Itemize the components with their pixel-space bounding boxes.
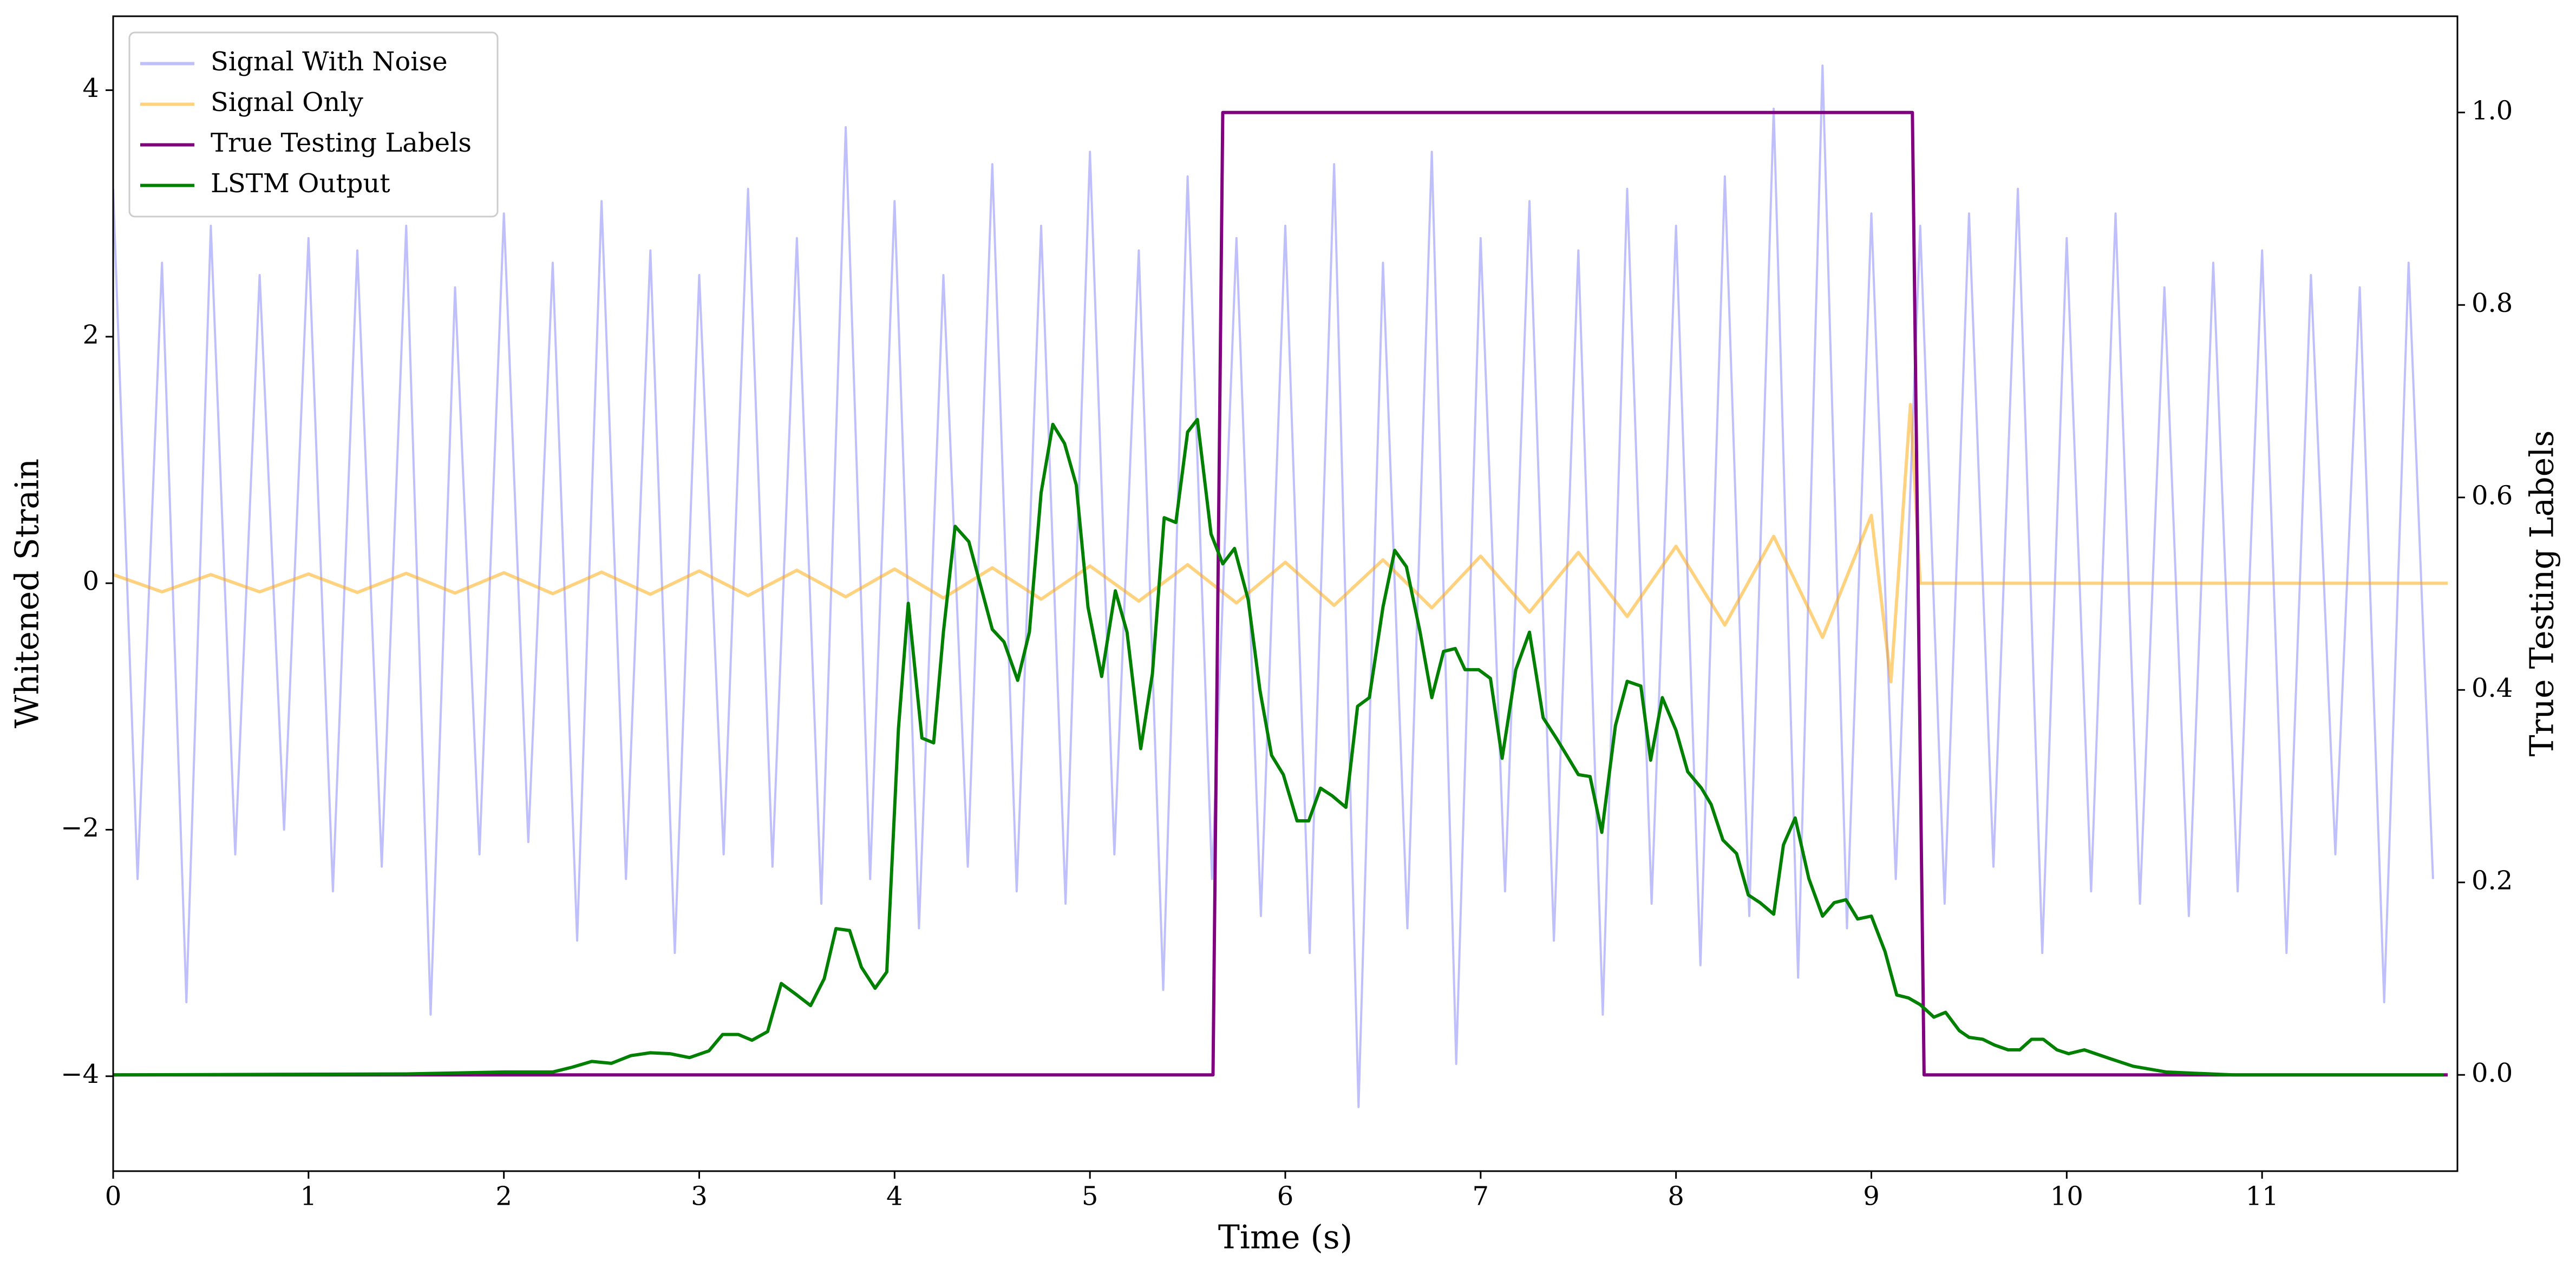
legend-label: True Testing Labels [211, 128, 472, 158]
x-tick-label: 1 [300, 1181, 317, 1212]
y-tick-label: −4 [61, 1059, 99, 1089]
series-line [113, 110, 2448, 1077]
legend-label: Signal With Noise [211, 47, 448, 77]
x-tick-label: 5 [1082, 1181, 1099, 1212]
y-axis-label: Whitened Strain [9, 459, 47, 728]
y2-axis-label: True Testing Labels [2523, 430, 2561, 757]
y-tick-label: −2 [61, 813, 99, 843]
x-tick-label: 2 [495, 1181, 512, 1212]
x-tick-label: 10 [2050, 1181, 2083, 1212]
x-tick-label: 0 [105, 1181, 122, 1212]
series-line [113, 417, 2444, 1077]
series-line [113, 64, 2434, 1108]
y-tick-label: 0 [82, 566, 99, 597]
x-tick-label: 11 [2246, 1181, 2279, 1212]
legend-label: Signal Only [211, 87, 363, 117]
x-axis-label: Time (s) [1218, 1219, 1352, 1257]
y-tick-label: 2 [82, 319, 99, 350]
plot-area [113, 64, 2448, 1108]
legend-box [128, 31, 499, 218]
series-line [113, 403, 2448, 684]
y2-tick-label: 0.0 [2472, 1058, 2513, 1088]
legend-label: LSTM Output [211, 168, 390, 199]
y2-tick-label: 0.6 [2472, 480, 2513, 511]
x-tick-label: 8 [1668, 1181, 1684, 1212]
y2-tick-label: 1.0 [2472, 95, 2513, 126]
x-tick-label: 9 [1863, 1181, 1880, 1212]
x-tick-label: 7 [1473, 1181, 1489, 1212]
x-tick-label: 4 [886, 1181, 903, 1212]
y-tick-label: 4 [82, 73, 99, 103]
x-tick-label: 6 [1277, 1181, 1294, 1212]
legend: Signal With Noise Signal Only True Testing… [128, 31, 499, 218]
x-tick-label: 3 [691, 1181, 708, 1212]
y2-tick-label: 0.4 [2472, 673, 2513, 703]
y2-tick-label: 0.2 [2472, 865, 2513, 896]
y2-tick-label: 0.8 [2472, 288, 2513, 318]
